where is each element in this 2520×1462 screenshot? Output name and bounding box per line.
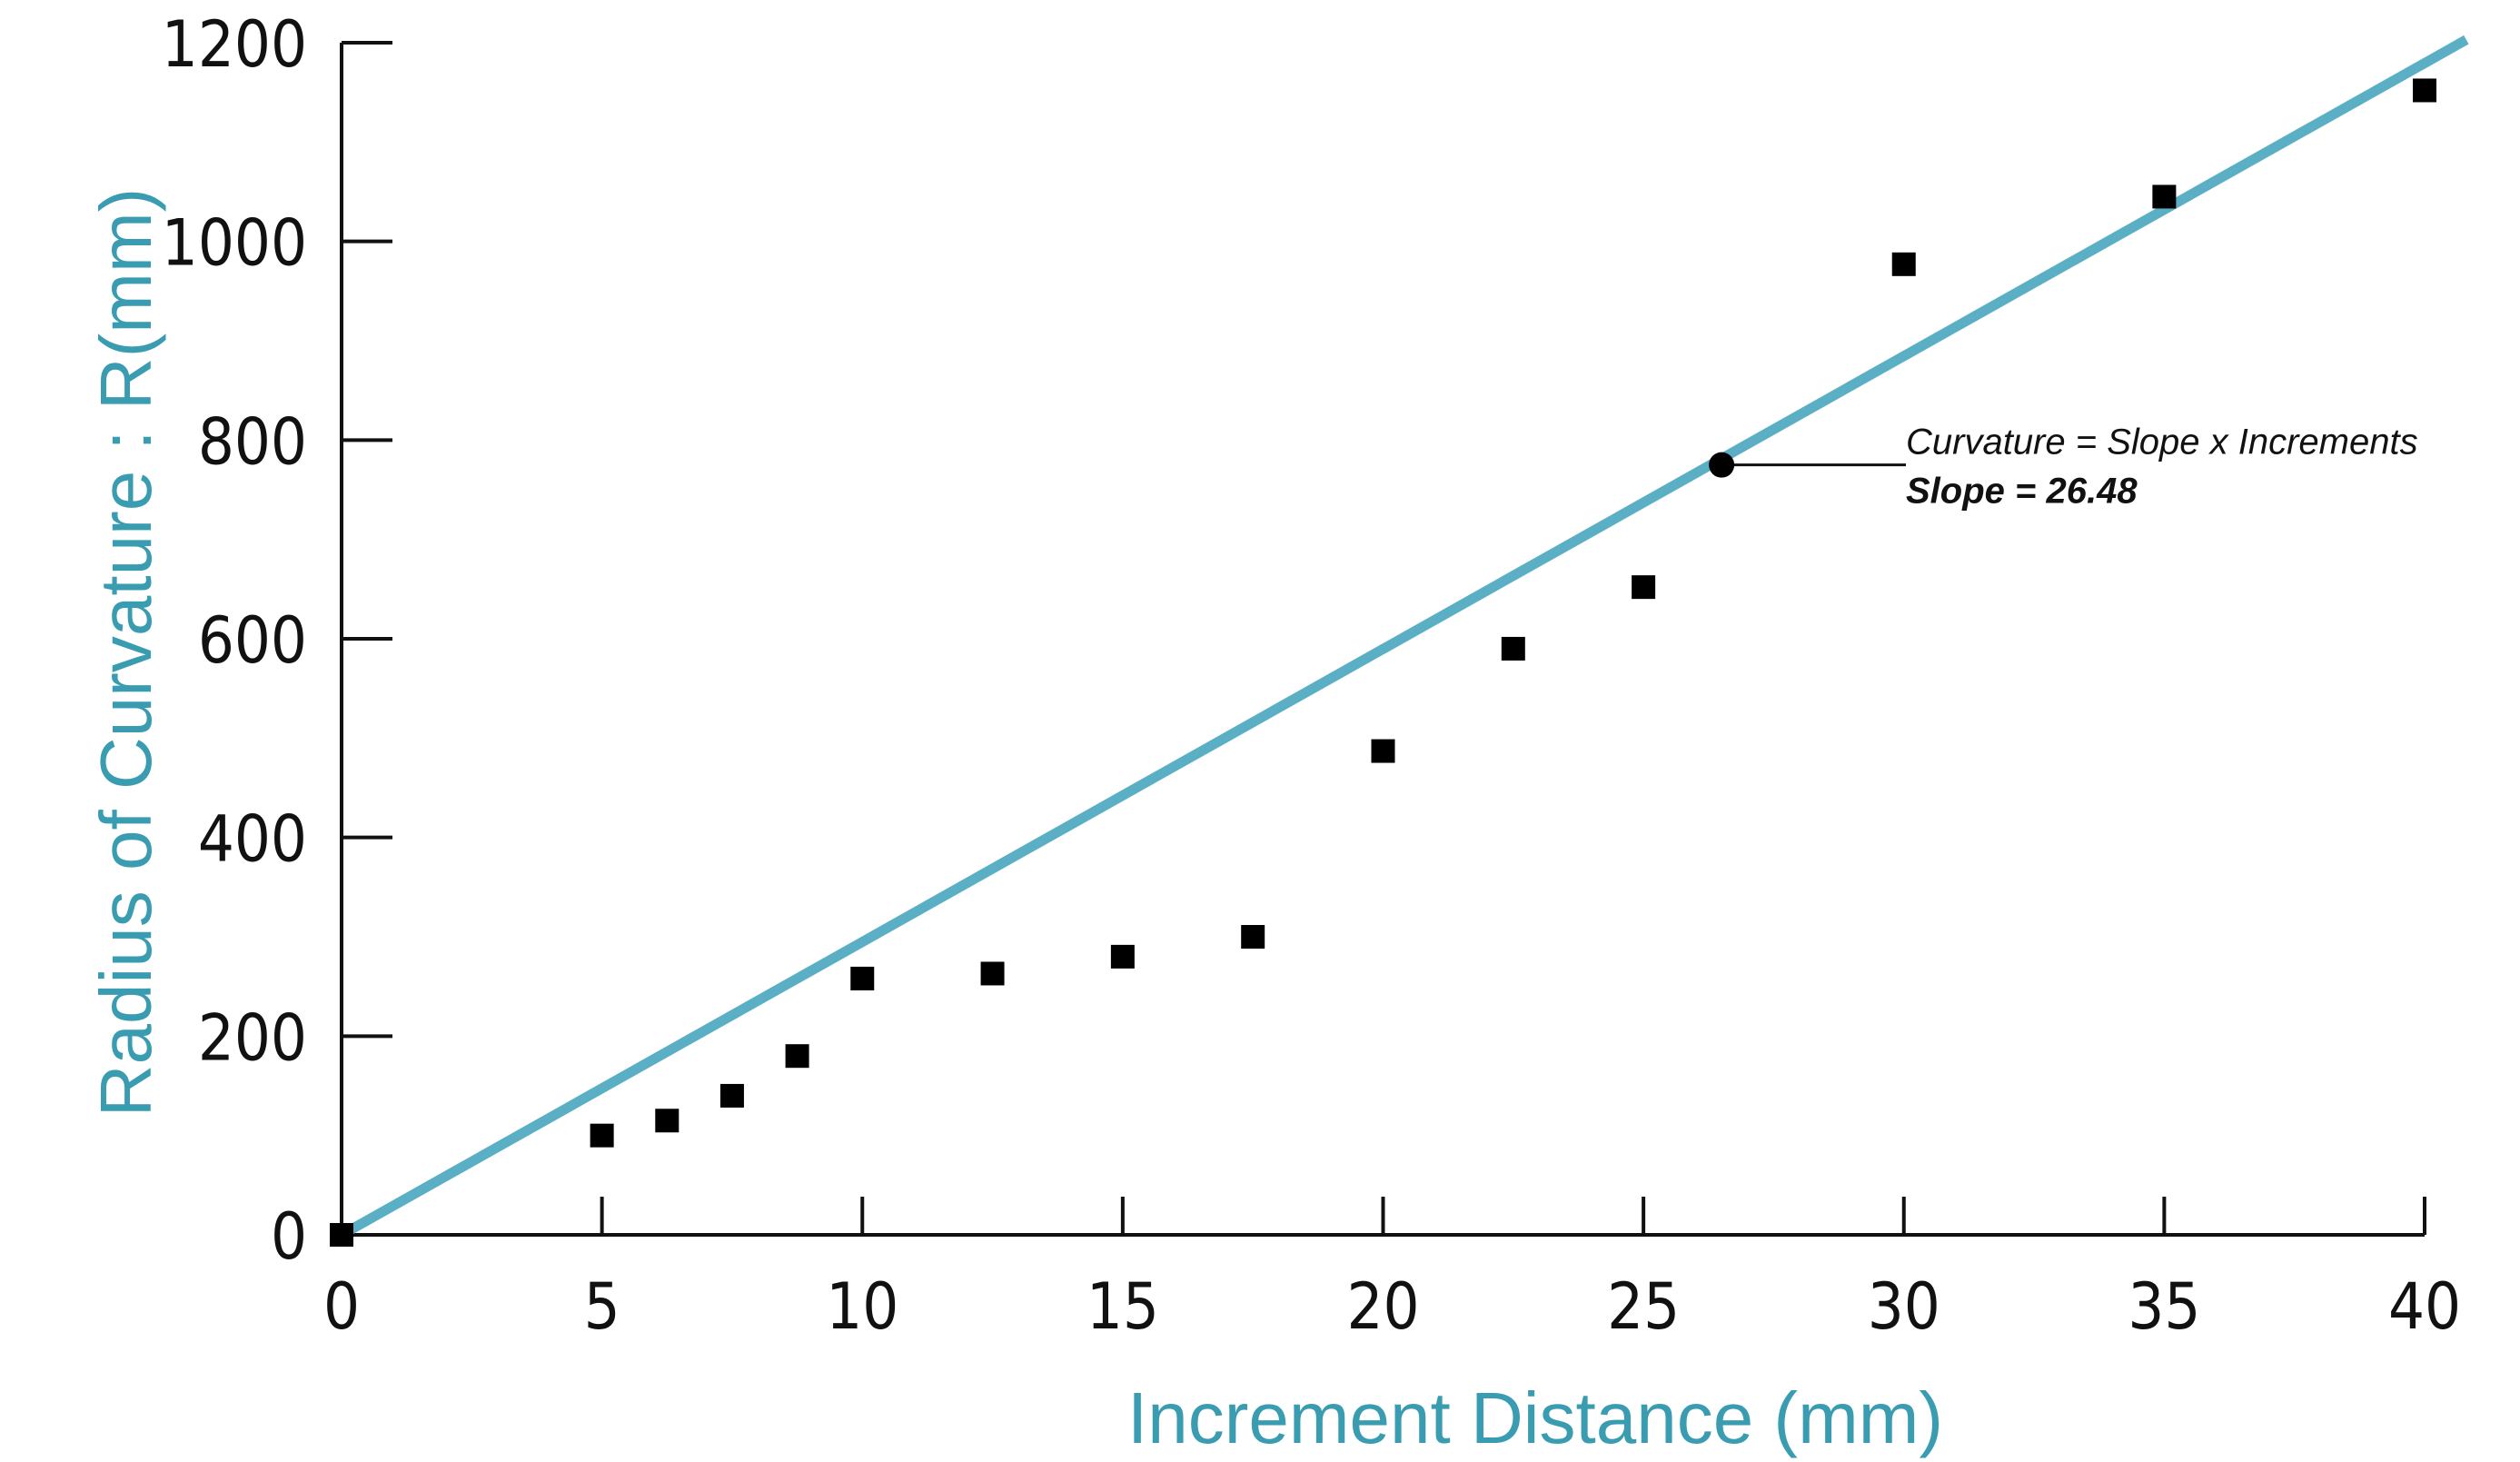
x-tick-label: 20 — [1346, 1269, 1419, 1344]
annotation-slope: Slope = 26.48 — [1906, 472, 2138, 512]
y-tick-label: 1000 — [162, 206, 307, 281]
y-tick-label: 800 — [198, 404, 307, 479]
y-axis-title: Radius of Curvature : R(mm) — [85, 188, 166, 1117]
annotation-formula: Curvature = Slope x Increments — [1906, 423, 2418, 462]
data-point — [850, 966, 875, 990]
data-point — [2152, 184, 2177, 209]
data-point — [1632, 575, 1656, 600]
data-point — [330, 1223, 353, 1247]
slope-annotation: Curvature = Slope x Increments Slope = 2… — [1709, 423, 2418, 512]
x-tick-label: 5 — [584, 1269, 620, 1344]
x-tick-label: 0 — [323, 1269, 360, 1344]
data-point — [2413, 78, 2436, 103]
fit-line — [339, 35, 2469, 1239]
y-tick-label: 0 — [271, 1199, 307, 1274]
data-points — [330, 78, 2436, 1247]
x-tick-label: 15 — [1086, 1269, 1159, 1344]
x-tick-label: 35 — [2128, 1269, 2200, 1344]
data-point — [1371, 739, 1395, 763]
x-axis-title: Increment Distance (mm) — [1127, 1377, 1943, 1458]
data-point — [785, 1044, 809, 1069]
x-tick-label: 25 — [1607, 1269, 1680, 1344]
x-tick-label: 30 — [1868, 1269, 1940, 1344]
y-tick-label: 200 — [198, 1000, 307, 1075]
data-point — [1110, 944, 1135, 969]
y-tick-label: 1200 — [162, 7, 307, 82]
annotation-point — [1709, 452, 1735, 478]
y-tick-label: 600 — [198, 603, 307, 678]
data-point — [1501, 636, 1525, 661]
x-tick-label: 40 — [2388, 1269, 2461, 1344]
x-tick-label: 10 — [826, 1269, 898, 1344]
y-tick-label: 400 — [198, 802, 307, 877]
x-ticks: 0 5 10 15 20 25 30 35 40 — [323, 1197, 2461, 1344]
data-point — [655, 1109, 680, 1133]
data-point — [980, 961, 1005, 986]
y-ticks: 0 200 400 600 800 1000 1200 — [162, 7, 392, 1274]
data-point — [590, 1123, 614, 1148]
data-point — [719, 1083, 744, 1108]
data-point — [1241, 925, 1265, 949]
data-point — [1891, 252, 1916, 276]
